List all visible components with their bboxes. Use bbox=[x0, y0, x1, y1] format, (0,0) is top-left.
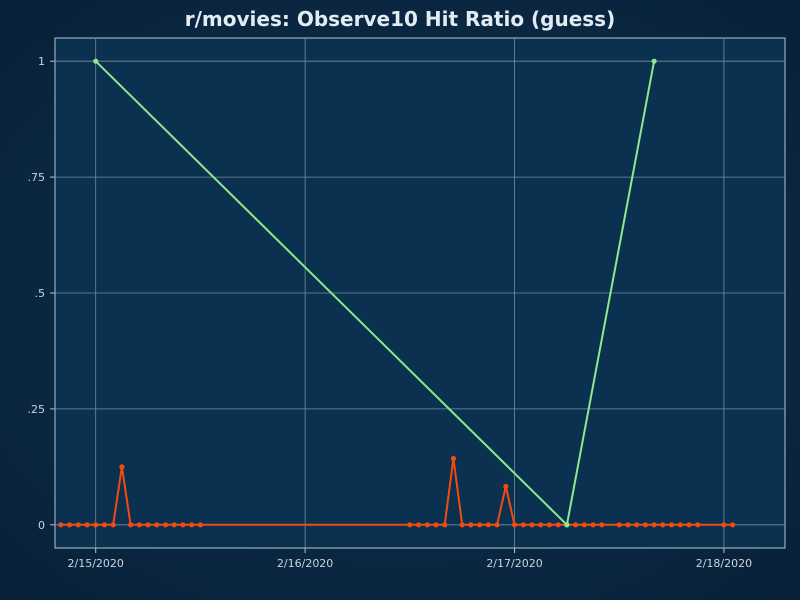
y-tick-label: .75 bbox=[28, 171, 46, 184]
series-0-point bbox=[634, 522, 640, 528]
series-0-point bbox=[660, 522, 666, 528]
series-1-point bbox=[564, 522, 570, 528]
axis-ticks: 2/15/2020 2/16/2020 2/17/2020 2/18/2020 0 .25… bbox=[28, 55, 753, 570]
series-0-point bbox=[668, 522, 675, 528]
series-0-point bbox=[695, 522, 701, 528]
series-0-point bbox=[590, 522, 596, 528]
series-0-point bbox=[616, 522, 622, 528]
series-0-point bbox=[66, 522, 73, 528]
series-layer bbox=[58, 58, 736, 528]
series-0-point bbox=[171, 522, 177, 528]
series-0-point bbox=[721, 522, 727, 528]
series-0-point bbox=[442, 522, 448, 528]
series-0-point bbox=[511, 522, 518, 528]
grid-lines bbox=[55, 38, 785, 548]
series-0-point bbox=[555, 522, 561, 528]
series-0-point bbox=[581, 522, 587, 528]
y-tick-label: 1 bbox=[38, 55, 45, 68]
series-0-point bbox=[572, 522, 579, 528]
series-0-point bbox=[625, 522, 631, 528]
series-0-point bbox=[101, 522, 108, 528]
series-0-point bbox=[503, 483, 509, 489]
series-0-point bbox=[686, 522, 692, 528]
x-tick-label: 2/18/2020 bbox=[696, 557, 752, 570]
chart-title: r/movies: Observe10 Hit Ratio (guess) bbox=[184, 7, 616, 31]
series-1-point bbox=[651, 58, 657, 64]
series-0-line bbox=[60, 457, 733, 526]
series-0-point bbox=[154, 522, 160, 528]
series-0-point bbox=[58, 522, 64, 528]
y-tick-label: 0 bbox=[38, 519, 45, 532]
series-0-point bbox=[494, 522, 500, 528]
series-0-point bbox=[529, 522, 535, 528]
series-0-point bbox=[145, 522, 151, 528]
series-0-point bbox=[407, 522, 413, 528]
series-0-point bbox=[433, 522, 439, 528]
series-0-point bbox=[136, 522, 142, 528]
series-0-point bbox=[119, 464, 125, 470]
series-0-point bbox=[424, 522, 430, 528]
series-0-point bbox=[84, 522, 90, 528]
x-tick-label: 2/15/2020 bbox=[68, 557, 124, 570]
series-0-point bbox=[520, 522, 526, 528]
series-0-point bbox=[730, 522, 736, 528]
series-0-point bbox=[197, 522, 204, 528]
series-0-point bbox=[110, 522, 116, 528]
series-0-point bbox=[651, 522, 657, 528]
series-0-point bbox=[162, 522, 169, 528]
series-0-point bbox=[450, 455, 457, 462]
series-0-point bbox=[93, 522, 99, 528]
series-0-point bbox=[546, 522, 553, 528]
series-0-point bbox=[180, 522, 186, 528]
y-tick-label: .25 bbox=[28, 403, 46, 416]
series-0-point bbox=[415, 522, 422, 528]
series-0-point bbox=[128, 522, 134, 528]
x-tick-label: 2/16/2020 bbox=[277, 557, 333, 570]
series-0-point bbox=[75, 522, 81, 528]
series-0-point bbox=[189, 522, 195, 528]
y-tick-label: .5 bbox=[35, 287, 46, 300]
series-1-point bbox=[93, 58, 99, 64]
x-tick-label: 2/17/2020 bbox=[486, 557, 542, 570]
series-0-point bbox=[459, 522, 465, 528]
series-0-point bbox=[485, 522, 491, 528]
series-0-point bbox=[599, 522, 605, 528]
series-0-point bbox=[677, 522, 683, 528]
series-0-point bbox=[468, 522, 474, 528]
series-0-point bbox=[538, 522, 544, 528]
series-0-point bbox=[477, 522, 483, 528]
series-0-point bbox=[642, 522, 648, 528]
